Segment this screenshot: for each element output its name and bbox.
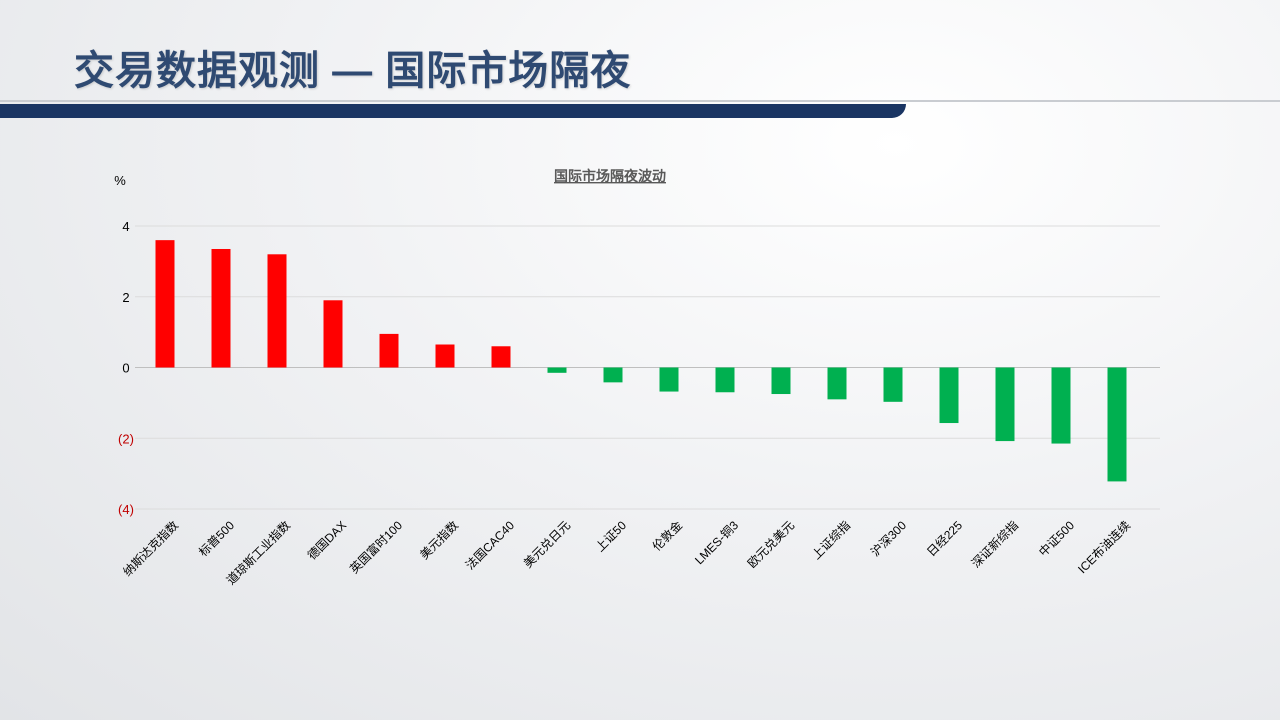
x-tick-label: 美元兑日元	[521, 518, 573, 570]
x-tick-label: ICE布油连续	[1074, 518, 1133, 577]
x-tick-label: 上证50	[593, 518, 630, 555]
bar	[267, 254, 287, 368]
bar	[995, 367, 1015, 442]
x-tick-label: 法国CAC40	[463, 518, 517, 572]
page-title: 交易数据观测 — 国际市场隔夜	[74, 49, 632, 93]
x-tick-label: 标普500	[196, 518, 237, 559]
x-tick-label: 上证综指	[809, 518, 854, 563]
bar	[491, 346, 511, 368]
x-tick-label: LMES-铜3	[691, 517, 741, 567]
chart-title: 国际市场隔夜波动	[554, 168, 666, 184]
x-tick-label: 伦敦金	[649, 518, 685, 554]
y-axis-unit: %	[114, 173, 126, 188]
header-divider	[0, 100, 1280, 102]
gridlines	[135, 225, 1160, 510]
bar	[547, 367, 567, 373]
x-tick-label: 沪深300	[868, 518, 909, 559]
bar	[659, 367, 679, 392]
bar	[715, 367, 735, 393]
bar	[1051, 367, 1071, 444]
header-bar	[0, 104, 906, 118]
bars	[155, 240, 1127, 482]
bar	[211, 248, 231, 368]
x-tick-label: 欧元兑美元	[745, 518, 797, 570]
y-tick-label: (2)	[118, 431, 134, 446]
x-tick-label: 深证新综指	[968, 518, 1021, 571]
bar	[155, 240, 175, 368]
x-tick-label: 德国DAX	[304, 518, 349, 563]
y-tick-label: 2	[122, 290, 129, 305]
bar	[379, 333, 399, 368]
x-tick-label: 英国富时100	[346, 517, 405, 576]
bar	[603, 367, 623, 383]
bar	[323, 300, 343, 368]
y-tick-label: 4	[122, 219, 129, 234]
bar	[827, 367, 847, 400]
y-tick-label: (4)	[118, 502, 134, 517]
bar	[1107, 367, 1127, 482]
bar	[435, 344, 455, 368]
y-tick-label: 0	[122, 361, 129, 376]
x-tick-label: 纳斯达克指数	[120, 518, 182, 580]
bar	[939, 367, 959, 424]
x-tick-label: 美元指数	[417, 518, 462, 563]
bar	[771, 367, 791, 395]
x-tick-label: 日经225	[924, 518, 965, 559]
y-axis-ticks: 4 2 0 (2) (4)	[118, 219, 134, 517]
bar	[883, 367, 903, 402]
x-tick-label: 中证500	[1035, 517, 1077, 559]
